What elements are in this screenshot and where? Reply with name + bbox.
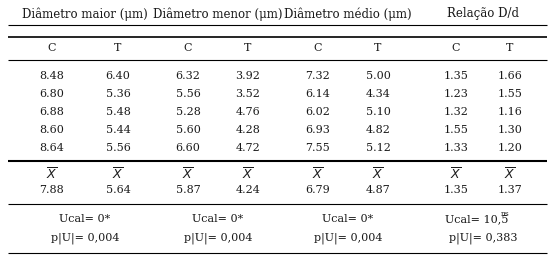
Text: 1.55: 1.55 bbox=[443, 125, 468, 135]
Text: $\overline{X}$: $\overline{X}$ bbox=[504, 167, 516, 183]
Text: 4.24: 4.24 bbox=[235, 185, 260, 195]
Text: Ucal= 10,5: Ucal= 10,5 bbox=[445, 214, 509, 224]
Text: 3.52: 3.52 bbox=[235, 89, 260, 99]
Text: 1.33: 1.33 bbox=[443, 143, 468, 153]
Text: 7.88: 7.88 bbox=[39, 185, 64, 195]
Text: Diâmetro menor (μm): Diâmetro menor (μm) bbox=[153, 7, 282, 21]
Text: 8.48: 8.48 bbox=[39, 71, 64, 81]
Text: 3.92: 3.92 bbox=[235, 71, 260, 81]
Text: 6.79: 6.79 bbox=[306, 185, 330, 195]
Text: ns: ns bbox=[501, 210, 509, 218]
Text: T: T bbox=[244, 43, 251, 53]
Text: 5.56: 5.56 bbox=[105, 143, 130, 153]
Text: 4.72: 4.72 bbox=[236, 143, 260, 153]
Text: T: T bbox=[374, 43, 382, 53]
Text: 5.64: 5.64 bbox=[105, 185, 130, 195]
Text: 5.28: 5.28 bbox=[175, 107, 200, 117]
Text: 4.28: 4.28 bbox=[235, 125, 260, 135]
Text: 5.00: 5.00 bbox=[366, 71, 390, 81]
Text: $\overline{X}$: $\overline{X}$ bbox=[312, 167, 324, 183]
Text: $\overline{X}$: $\overline{X}$ bbox=[450, 167, 462, 183]
Text: Diâmetro maior (μm): Diâmetro maior (μm) bbox=[22, 7, 148, 21]
Text: C: C bbox=[314, 43, 322, 53]
Text: 6.93: 6.93 bbox=[306, 125, 330, 135]
Text: 5.36: 5.36 bbox=[105, 89, 130, 99]
Text: 1.35: 1.35 bbox=[443, 185, 468, 195]
Text: 1.37: 1.37 bbox=[498, 185, 522, 195]
Text: Diâmetro médio (μm): Diâmetro médio (μm) bbox=[284, 7, 412, 21]
Text: 5.48: 5.48 bbox=[105, 107, 130, 117]
Text: T: T bbox=[114, 43, 122, 53]
Text: 5.12: 5.12 bbox=[366, 143, 390, 153]
Text: 6.40: 6.40 bbox=[105, 71, 130, 81]
Text: $\overline{X}$: $\overline{X}$ bbox=[183, 167, 194, 183]
Text: 1.35: 1.35 bbox=[443, 71, 468, 81]
Text: 7.55: 7.55 bbox=[306, 143, 330, 153]
Text: 8.64: 8.64 bbox=[39, 143, 64, 153]
Text: 1.20: 1.20 bbox=[498, 143, 522, 153]
Text: 1.16: 1.16 bbox=[498, 107, 522, 117]
Text: 1.23: 1.23 bbox=[443, 89, 468, 99]
Text: $\overline{X}$: $\overline{X}$ bbox=[372, 167, 384, 183]
Text: 1.30: 1.30 bbox=[498, 125, 522, 135]
Text: 4.34: 4.34 bbox=[366, 89, 390, 99]
Text: $\overline{X}$: $\overline{X}$ bbox=[46, 167, 58, 183]
Text: 5.56: 5.56 bbox=[175, 89, 200, 99]
Text: 4.82: 4.82 bbox=[366, 125, 390, 135]
Text: T: T bbox=[506, 43, 514, 53]
Text: 7.32: 7.32 bbox=[306, 71, 330, 81]
Text: 6.80: 6.80 bbox=[39, 89, 64, 99]
Text: C: C bbox=[48, 43, 56, 53]
Text: 5.44: 5.44 bbox=[105, 125, 130, 135]
Text: 6.32: 6.32 bbox=[175, 71, 200, 81]
Text: C: C bbox=[452, 43, 460, 53]
Text: 4.76: 4.76 bbox=[236, 107, 260, 117]
Text: 6.88: 6.88 bbox=[39, 107, 64, 117]
Text: Ucal= 0*: Ucal= 0* bbox=[193, 214, 244, 224]
Text: 6.14: 6.14 bbox=[306, 89, 330, 99]
Text: 1.66: 1.66 bbox=[498, 71, 522, 81]
Text: 5.10: 5.10 bbox=[366, 107, 390, 117]
Text: p|U|= 0,383: p|U|= 0,383 bbox=[449, 232, 517, 244]
Text: $\overline{X}$: $\overline{X}$ bbox=[243, 167, 254, 183]
Text: 5.87: 5.87 bbox=[175, 185, 200, 195]
Text: Relação D/d: Relação D/d bbox=[447, 8, 519, 21]
Text: 6.02: 6.02 bbox=[306, 107, 330, 117]
Text: 5.60: 5.60 bbox=[175, 125, 200, 135]
Text: 4.87: 4.87 bbox=[366, 185, 390, 195]
Text: Ucal= 0*: Ucal= 0* bbox=[322, 214, 374, 224]
Text: p|U|= 0,004: p|U|= 0,004 bbox=[51, 232, 119, 244]
Text: p|U|= 0,004: p|U|= 0,004 bbox=[184, 232, 253, 244]
Text: $\overline{X}$: $\overline{X}$ bbox=[112, 167, 124, 183]
Text: 1.32: 1.32 bbox=[443, 107, 468, 117]
Text: Ucal= 0*: Ucal= 0* bbox=[59, 214, 110, 224]
Text: 6.60: 6.60 bbox=[175, 143, 200, 153]
Text: C: C bbox=[184, 43, 192, 53]
Text: 8.60: 8.60 bbox=[39, 125, 64, 135]
Text: 1.55: 1.55 bbox=[498, 89, 522, 99]
Text: p|U|= 0,004: p|U|= 0,004 bbox=[314, 232, 382, 244]
